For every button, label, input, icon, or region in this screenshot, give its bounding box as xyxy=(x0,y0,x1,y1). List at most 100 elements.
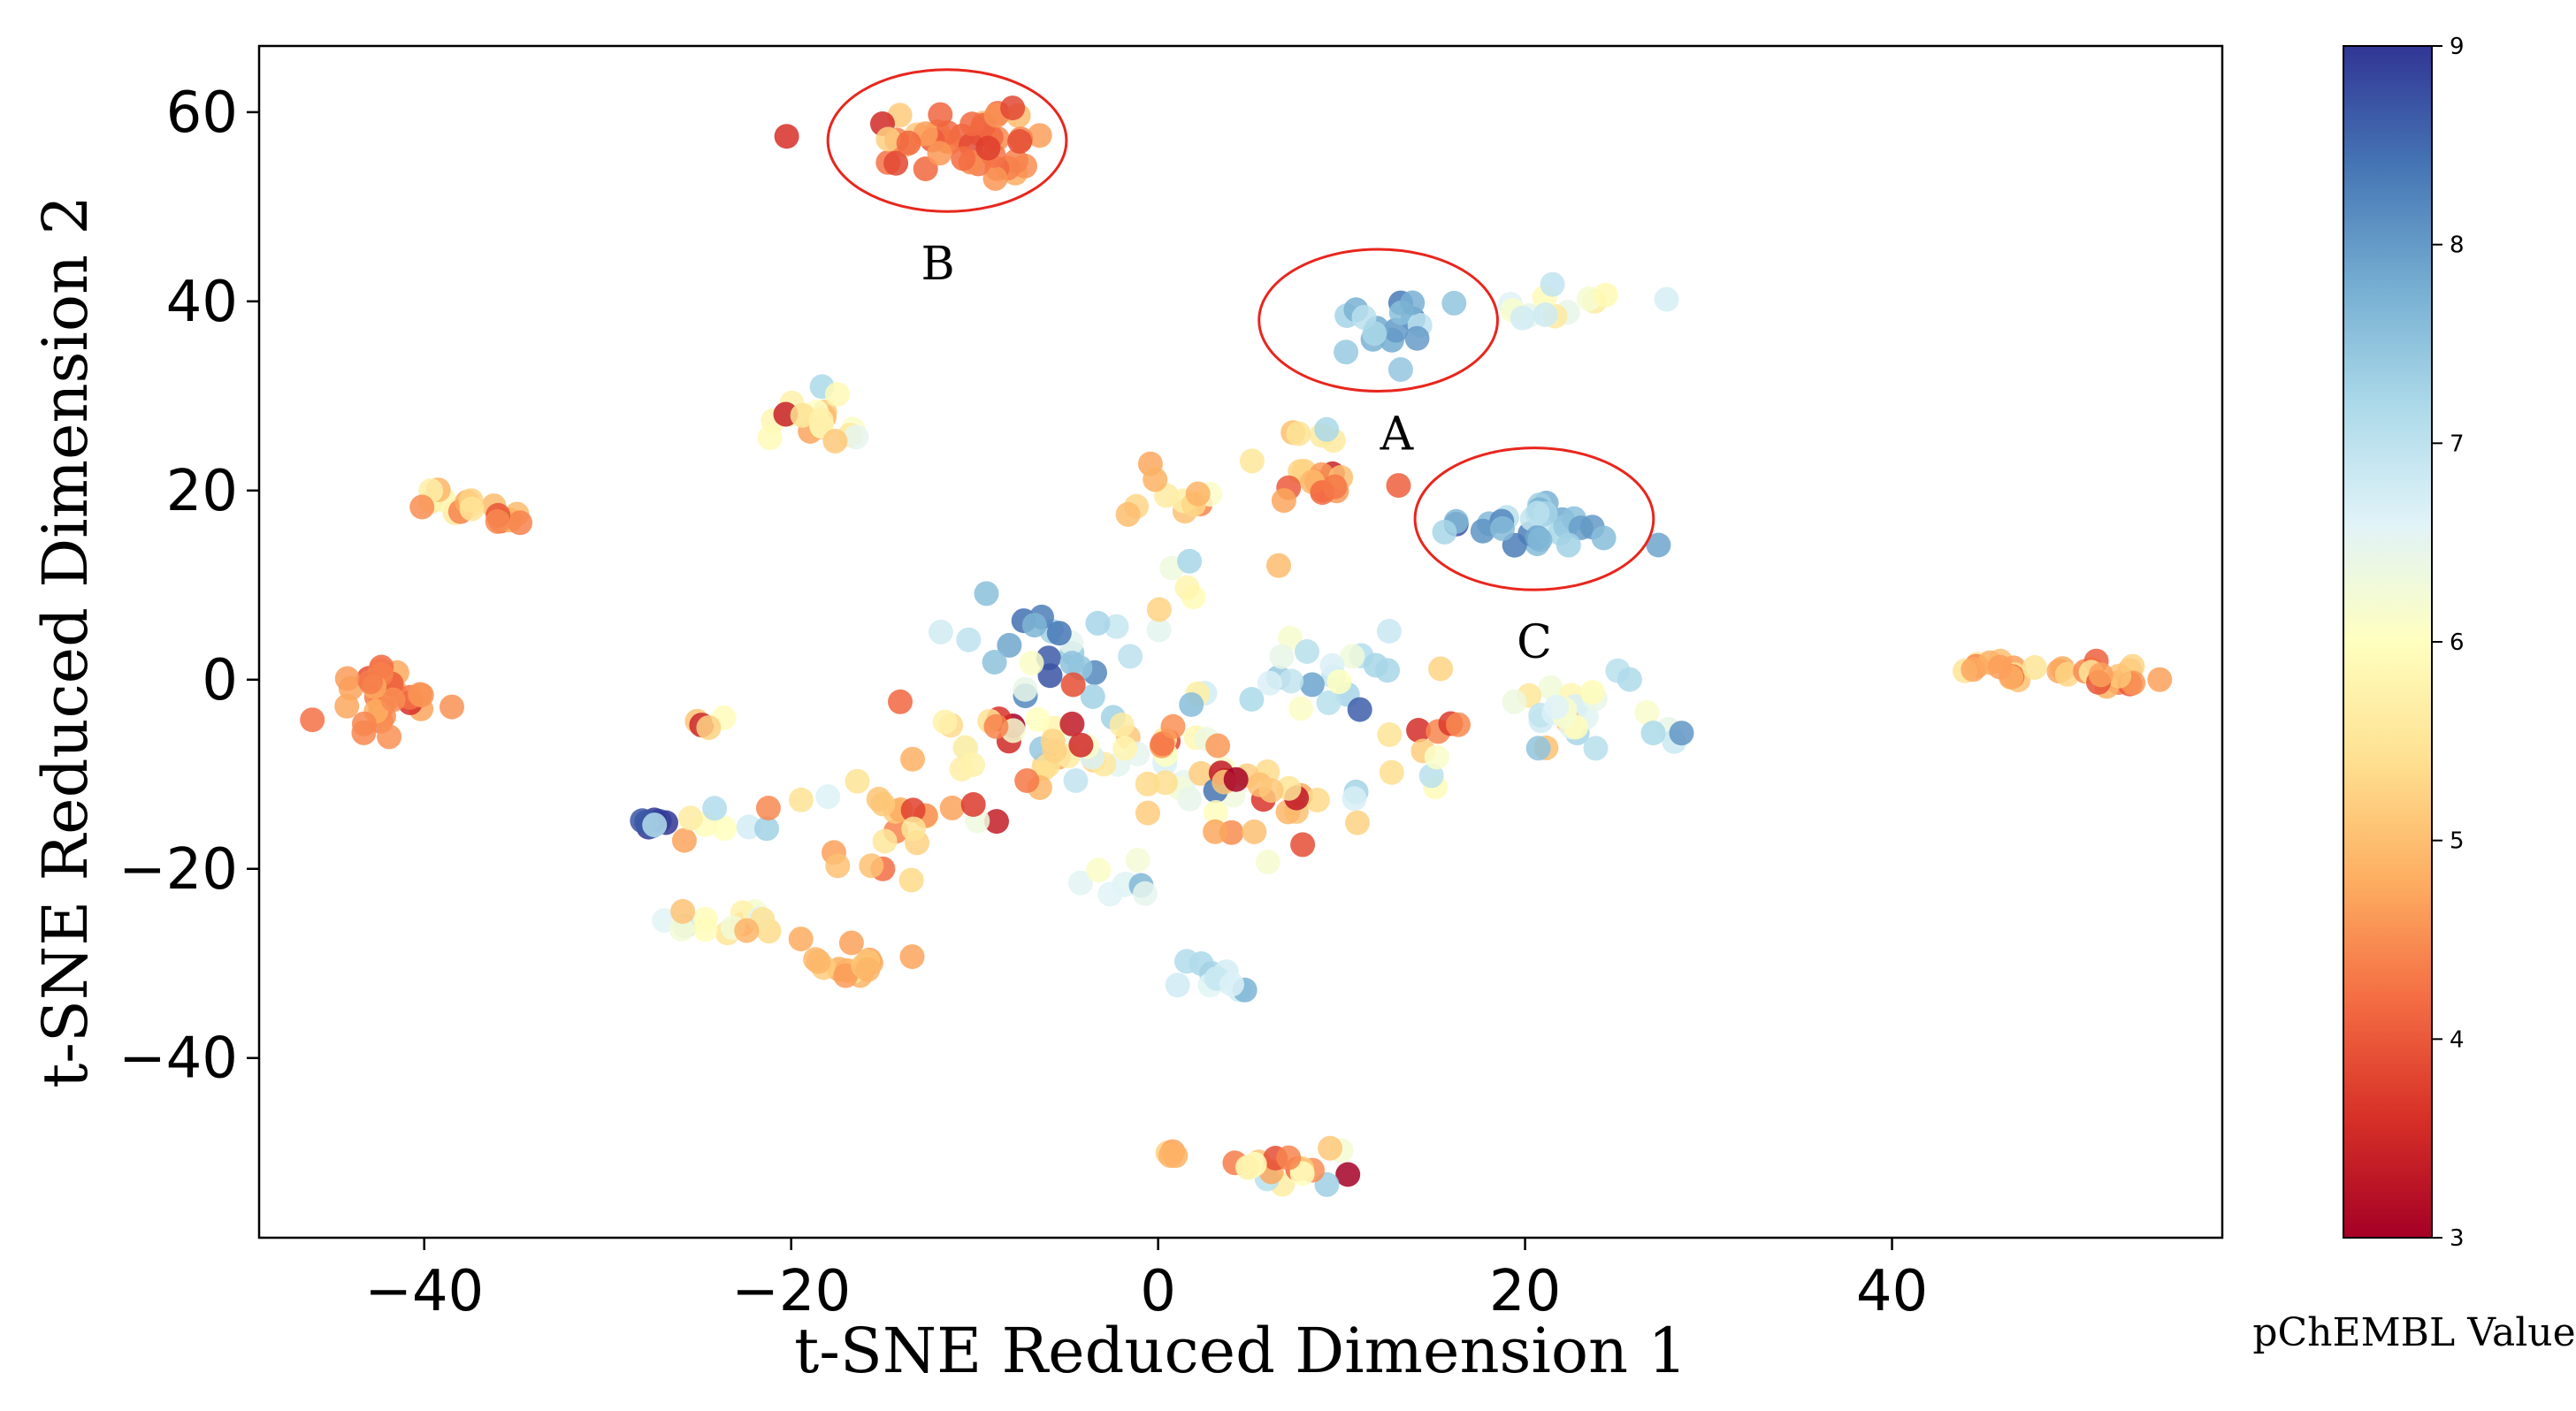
scatter-point xyxy=(1544,694,1570,720)
scatter-point xyxy=(1404,325,1430,351)
scatter-point xyxy=(1525,736,1551,761)
scatter-point xyxy=(1068,732,1094,758)
scatter-point xyxy=(1109,713,1135,737)
scatter-point xyxy=(1490,515,1515,541)
scatter-point xyxy=(1538,675,1563,700)
scatter-point xyxy=(932,709,958,735)
scatter-point xyxy=(1654,286,1679,312)
scatter-point xyxy=(982,165,1008,191)
scatter-point xyxy=(1239,687,1265,712)
scatter-point xyxy=(900,797,926,823)
scatter-point xyxy=(1617,667,1642,692)
scatter-point xyxy=(815,784,841,810)
scatter-point xyxy=(1234,1155,1260,1180)
y-tick-label: 20 xyxy=(166,459,238,524)
scatter-point xyxy=(1470,518,1495,544)
scatter-point xyxy=(900,746,925,772)
scatter-point xyxy=(901,816,927,842)
scatter-point xyxy=(866,786,891,812)
scatter-point xyxy=(712,816,738,842)
scatter-point xyxy=(1556,532,1581,558)
scatter-point xyxy=(844,424,869,450)
scatter-point xyxy=(1314,416,1340,442)
y-tick-label: 0 xyxy=(202,648,238,713)
scatter-point xyxy=(671,828,697,853)
scatter-point xyxy=(1502,689,1527,714)
scatter-point xyxy=(1255,850,1280,875)
data-points xyxy=(300,95,2173,1197)
y-axis-title: t-SNE Reduced Dimension 2 xyxy=(29,195,102,1088)
scatter-point xyxy=(1185,481,1211,507)
scatter-point xyxy=(1362,321,1387,347)
scatter-point xyxy=(1432,519,1457,545)
scatter-point xyxy=(1080,684,1105,709)
scatter-point xyxy=(1418,763,1444,789)
scatter-point xyxy=(899,944,925,970)
scatter-point xyxy=(1363,652,1388,678)
scatter-point xyxy=(808,408,834,433)
scatter-point xyxy=(1379,759,1404,785)
scatter-point xyxy=(1014,768,1040,793)
x-tick-label: 20 xyxy=(1489,1259,1561,1324)
scatter-point xyxy=(1583,736,1609,761)
scatter-point xyxy=(956,627,982,652)
scatter-point xyxy=(1027,123,1052,149)
scatter-point xyxy=(2147,667,2173,692)
scatter-point xyxy=(1428,656,1454,682)
scatter-point xyxy=(939,795,965,820)
colorbar-tick-label: 6 xyxy=(2450,629,2465,656)
scatter-point xyxy=(1510,305,1535,331)
scatter-point xyxy=(334,666,360,691)
scatter-point xyxy=(774,124,799,149)
scatter-point xyxy=(974,581,999,606)
scatter-point xyxy=(1146,617,1172,643)
scatter-point xyxy=(1063,768,1089,793)
scatter-point xyxy=(1189,760,1214,786)
annotations: A B C xyxy=(826,68,1655,669)
colorbar-ticks: 3 4 5 6 7 8 9 xyxy=(2432,34,2465,1252)
scatter-point xyxy=(1342,786,1367,812)
scatter-point xyxy=(1987,654,2013,680)
scatter-point xyxy=(1174,575,1200,600)
annotation-label-b: B xyxy=(921,238,955,291)
scatter-point xyxy=(982,650,1007,675)
scatter-point xyxy=(377,724,402,750)
scatter-point xyxy=(1115,501,1141,527)
scatter-point xyxy=(1067,870,1093,896)
scatter-point xyxy=(1669,721,1694,746)
scatter-point xyxy=(1406,718,1432,743)
scatter-point xyxy=(300,707,325,733)
colorbar-title: pChEMBL Value xyxy=(2252,1310,2575,1355)
scatter-point xyxy=(1316,690,1342,715)
scatter-point xyxy=(859,853,884,879)
scatter-point xyxy=(927,141,952,166)
scatter-point xyxy=(1286,421,1311,446)
colorbar-tick-label: 7 xyxy=(2450,431,2465,457)
scatter-point xyxy=(1387,357,1413,382)
scatter-point xyxy=(754,816,779,842)
scatter-point xyxy=(1634,699,1660,725)
scatter-point xyxy=(975,135,1001,161)
scatter-point xyxy=(669,916,694,942)
scatter-point xyxy=(1340,644,1365,669)
scatter-point xyxy=(1288,696,1314,721)
annotation-label-c: C xyxy=(1517,616,1552,669)
scatter-point xyxy=(1318,1135,1343,1161)
scatter-point xyxy=(960,792,986,817)
annotation-ellipse-b xyxy=(826,68,1068,213)
scatter-point xyxy=(896,130,921,156)
annotation-label-a: A xyxy=(1380,408,1415,461)
scatter-point xyxy=(1322,474,1348,500)
scatter-point xyxy=(1335,1162,1361,1187)
scatter-point xyxy=(1152,770,1178,796)
x-tick-label: −40 xyxy=(364,1259,484,1324)
scatter-point xyxy=(351,711,377,736)
y-tick-label: −40 xyxy=(118,1026,238,1092)
scatter-point xyxy=(1304,788,1330,812)
scatter-point xyxy=(1640,721,1666,746)
scatter-point xyxy=(1299,672,1325,698)
scatter-point xyxy=(1533,302,1558,327)
scatter-point xyxy=(1593,282,1618,308)
scatter-point xyxy=(888,689,913,714)
scatter-point xyxy=(788,927,814,952)
